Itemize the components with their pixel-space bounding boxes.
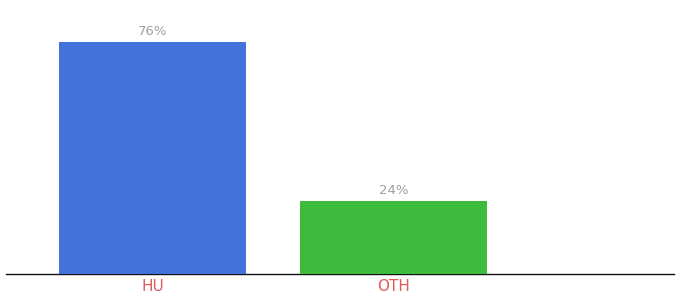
Text: 24%: 24% [379, 184, 408, 197]
Bar [59, 42, 246, 274]
Bar [300, 201, 487, 274]
Text: 76%: 76% [138, 26, 167, 38]
